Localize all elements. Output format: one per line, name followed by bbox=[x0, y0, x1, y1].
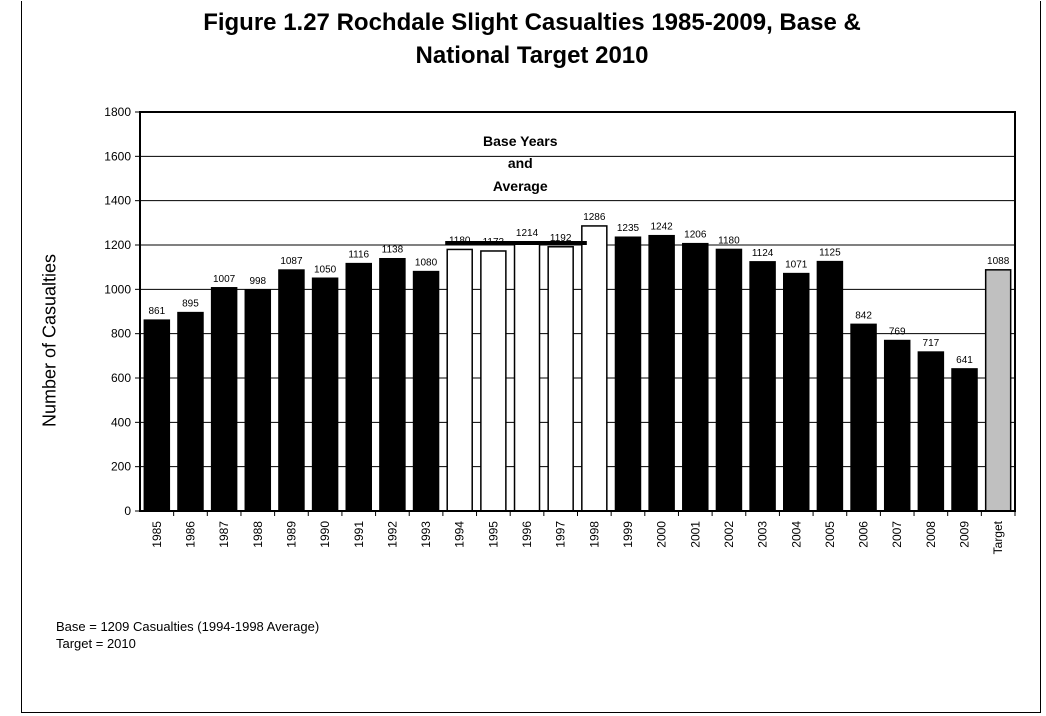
y-tick-label: 0 bbox=[124, 504, 131, 518]
data-label-1994: 1180 bbox=[449, 235, 471, 246]
x-tick-label-1986: 1986 bbox=[183, 521, 197, 548]
x-tick-label-2006: 2006 bbox=[857, 521, 871, 548]
data-label-1990: 1050 bbox=[314, 264, 337, 275]
chart-title-line-1: Figure 1.27 Rochdale Slight Casualties 1… bbox=[203, 9, 861, 36]
data-label-2008: 717 bbox=[923, 338, 940, 349]
data-label-1998: 1286 bbox=[583, 212, 606, 223]
x-tick-label-2007: 2007 bbox=[890, 521, 904, 548]
bar-1999 bbox=[614, 236, 642, 512]
y-tick-label: 1600 bbox=[104, 149, 131, 163]
data-label-2009: 641 bbox=[956, 355, 973, 366]
data-label-2005: 1125 bbox=[819, 248, 841, 259]
x-tick-label-2004: 2004 bbox=[789, 521, 803, 548]
data-label-1997: 1192 bbox=[550, 233, 572, 244]
x-tick-label-2008: 2008 bbox=[924, 521, 938, 548]
data-label-2007: 769 bbox=[889, 327, 906, 338]
annotation-line-1: Base Years bbox=[483, 133, 558, 149]
chart-title-line-2: National Target 2010 bbox=[415, 42, 649, 69]
bar-1985 bbox=[143, 319, 171, 512]
bar-1995 bbox=[480, 250, 507, 512]
bar-1989 bbox=[278, 269, 305, 512]
y-tick-label: 1200 bbox=[104, 238, 131, 252]
data-label-2004: 1071 bbox=[785, 260, 808, 271]
data-label-2000: 1242 bbox=[651, 222, 674, 233]
data-label-1989: 1087 bbox=[280, 256, 303, 267]
data-label-2006: 842 bbox=[855, 310, 872, 321]
bar-1986 bbox=[177, 311, 204, 512]
bar-1994 bbox=[446, 248, 473, 512]
chart-notes: Base = 1209 Casualties (1994-1998 Averag… bbox=[56, 618, 319, 652]
data-label-1987: 1007 bbox=[213, 274, 236, 285]
x-tick-label-Target: Target bbox=[991, 520, 1005, 554]
data-label-1991: 1116 bbox=[348, 250, 369, 261]
plot-area-border bbox=[139, 111, 1016, 512]
x-tick-label-1985: 1985 bbox=[150, 521, 164, 548]
bar-2003 bbox=[749, 261, 776, 512]
bar-1997 bbox=[547, 246, 574, 512]
x-tick-label-1987: 1987 bbox=[217, 521, 231, 548]
x-tick-label-1997: 1997 bbox=[554, 521, 568, 548]
data-label-1996: 1214 bbox=[516, 228, 539, 239]
bar-1992 bbox=[379, 257, 406, 512]
data-label-1999: 1235 bbox=[617, 223, 640, 234]
data-label-1986: 895 bbox=[182, 299, 199, 310]
x-tick-label-2001: 2001 bbox=[688, 521, 702, 548]
x-tick-label-2003: 2003 bbox=[756, 521, 770, 548]
x-tick-label-1995: 1995 bbox=[486, 521, 500, 548]
chart-frame bbox=[21, 1, 1041, 713]
data-label-2002: 1180 bbox=[718, 235, 740, 246]
bar-1996 bbox=[513, 241, 541, 512]
bar-2002 bbox=[715, 248, 743, 512]
bar-2000 bbox=[648, 234, 675, 512]
bar-1998 bbox=[581, 225, 608, 512]
bar-2001 bbox=[682, 242, 709, 512]
bar-1993 bbox=[412, 270, 440, 512]
data-label-1985: 861 bbox=[148, 306, 165, 317]
annotation-line-2: and bbox=[508, 155, 533, 171]
x-tick-label-2005: 2005 bbox=[823, 521, 837, 548]
data-label-1993: 1080 bbox=[415, 258, 438, 269]
bar-2008 bbox=[917, 351, 945, 512]
y-tick-label: 1000 bbox=[104, 282, 131, 296]
chart-title: Figure 1.27 Rochdale Slight Casualties 1… bbox=[22, 6, 1042, 72]
bar-2009 bbox=[951, 368, 978, 512]
x-tick-label-1991: 1991 bbox=[352, 521, 366, 548]
data-label-2001: 1206 bbox=[684, 230, 707, 241]
bar-2005 bbox=[816, 260, 844, 512]
x-tick-label-1999: 1999 bbox=[621, 521, 635, 548]
bar-1988 bbox=[244, 289, 272, 512]
x-tick-label-1988: 1988 bbox=[251, 521, 265, 548]
bar-2007 bbox=[883, 339, 911, 512]
y-tick-label: 1800 bbox=[104, 105, 131, 119]
y-tick-label: 800 bbox=[111, 327, 131, 341]
note-base: Base = 1209 Casualties (1994-1998 Averag… bbox=[56, 619, 320, 634]
data-label-1992: 1138 bbox=[382, 245, 404, 256]
x-tick-label-1990: 1990 bbox=[318, 521, 332, 548]
bar-2004 bbox=[783, 272, 810, 512]
y-tick-label: 200 bbox=[111, 460, 131, 474]
x-tick-label-1989: 1989 bbox=[284, 521, 298, 548]
annotation-line-3: Average bbox=[493, 178, 548, 194]
x-tick-label-1998: 1998 bbox=[587, 521, 601, 548]
x-tick-label-1993: 1993 bbox=[419, 521, 433, 548]
y-tick-label: 400 bbox=[111, 415, 131, 429]
bar-1990 bbox=[311, 277, 339, 512]
y-tick-label: 1400 bbox=[104, 194, 131, 208]
bar-1991 bbox=[345, 262, 372, 512]
x-tick-label-1992: 1992 bbox=[385, 521, 399, 548]
data-label-1988: 998 bbox=[249, 276, 266, 287]
bar-1987 bbox=[210, 287, 238, 512]
x-tick-label-1994: 1994 bbox=[453, 521, 467, 548]
note-target: Target = 2010 bbox=[56, 636, 136, 651]
data-label-2003: 1124 bbox=[752, 248, 774, 259]
x-tick-label-1996: 1996 bbox=[520, 521, 534, 548]
bar-Target bbox=[984, 269, 1012, 512]
data-label-Target: 1088 bbox=[987, 256, 1010, 267]
bar-2006 bbox=[850, 323, 877, 512]
x-tick-label-2002: 2002 bbox=[722, 521, 736, 548]
x-tick-label-2000: 2000 bbox=[655, 521, 669, 548]
x-tick-label-2009: 2009 bbox=[958, 521, 972, 548]
y-tick-label: 600 bbox=[111, 371, 131, 385]
